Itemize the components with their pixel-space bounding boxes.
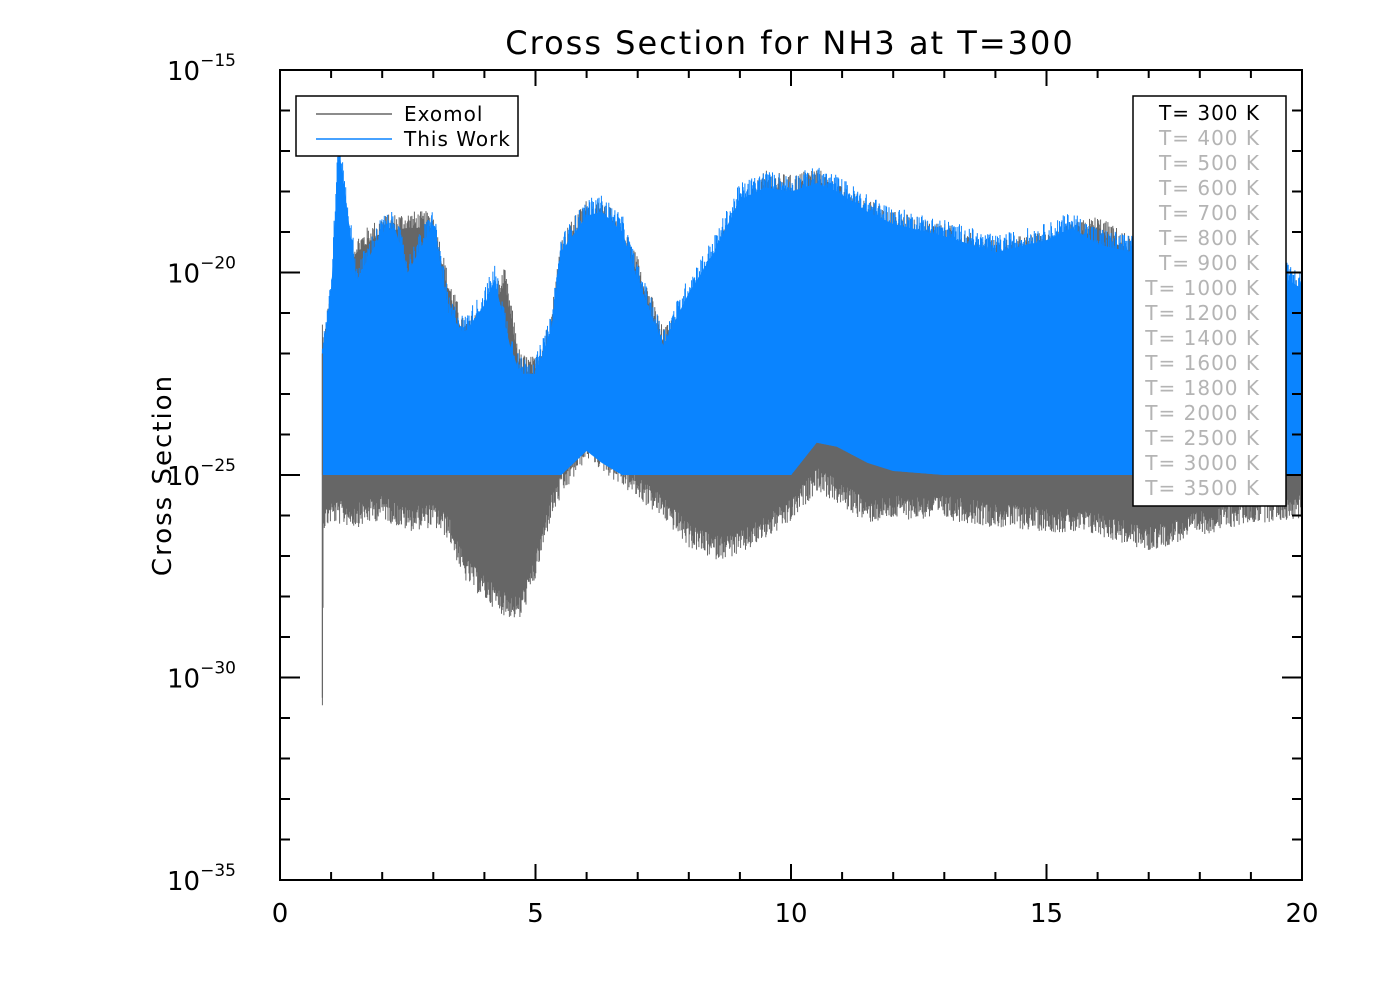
- temperature-legend-item: T= 1000 K: [1144, 276, 1260, 300]
- temperature-legend-item: T= 700 K: [1158, 201, 1260, 225]
- x-tick-label: 5: [527, 899, 544, 929]
- temperature-legend-item: T= 300 K: [1158, 101, 1260, 125]
- x-tick-label: 20: [1285, 899, 1318, 929]
- series-legend: Exomol This Work: [295, 95, 519, 157]
- legend-exomol-label: Exomol: [404, 102, 483, 126]
- x-tick-label: 15: [1030, 899, 1063, 929]
- y-tick-label: 10−15: [167, 51, 236, 87]
- series-legend-box: [295, 95, 519, 157]
- y-tick-label: 10−25: [167, 456, 236, 492]
- x-axis-ticks: 0 5 10 15 20: [272, 70, 1319, 929]
- temperature-legend-item: T= 400 K: [1158, 126, 1260, 150]
- y-tick-label: 10−20: [167, 254, 236, 290]
- legend-this-work-label: This Work: [403, 127, 511, 151]
- temperature-legend-item: T= 1600 K: [1144, 351, 1260, 375]
- temperature-legend-box: [1132, 95, 1287, 507]
- temperature-legend-item: T= 1800 K: [1144, 376, 1260, 400]
- temperature-legend-item: T= 1400 K: [1144, 326, 1260, 350]
- x-tick-label: 0: [272, 899, 289, 929]
- series-layer: [321, 131, 1302, 706]
- x-tick-label: 10: [774, 899, 807, 929]
- temperature-legend: T= 300 KT= 400 KT= 500 KT= 600 KT= 700 K…: [1132, 95, 1287, 507]
- chart-title: Cross Section for NH3 at T=300: [505, 24, 1074, 62]
- y-axis-label: Cross Section: [148, 374, 178, 576]
- y-axis-ticks: 10−35 10−30 10−25 10−20 10−15: [167, 51, 1302, 897]
- temperature-legend-item: T= 500 K: [1158, 151, 1260, 175]
- temperature-legend-item: T= 600 K: [1158, 176, 1260, 200]
- temperature-legend-item: T= 2500 K: [1144, 426, 1260, 450]
- temperature-legend-item: T= 3500 K: [1144, 476, 1260, 500]
- y-tick-label: 10−35: [167, 861, 236, 897]
- y-tick-label: 10−30: [167, 659, 236, 695]
- temperature-legend-item: T= 900 K: [1158, 251, 1260, 275]
- temperature-legend-item: T= 1200 K: [1144, 301, 1260, 325]
- temperature-legend-item: T= 2000 K: [1144, 401, 1260, 425]
- temperature-legend-item: T= 3000 K: [1144, 451, 1260, 475]
- temperature-legend-item: T= 800 K: [1158, 226, 1260, 250]
